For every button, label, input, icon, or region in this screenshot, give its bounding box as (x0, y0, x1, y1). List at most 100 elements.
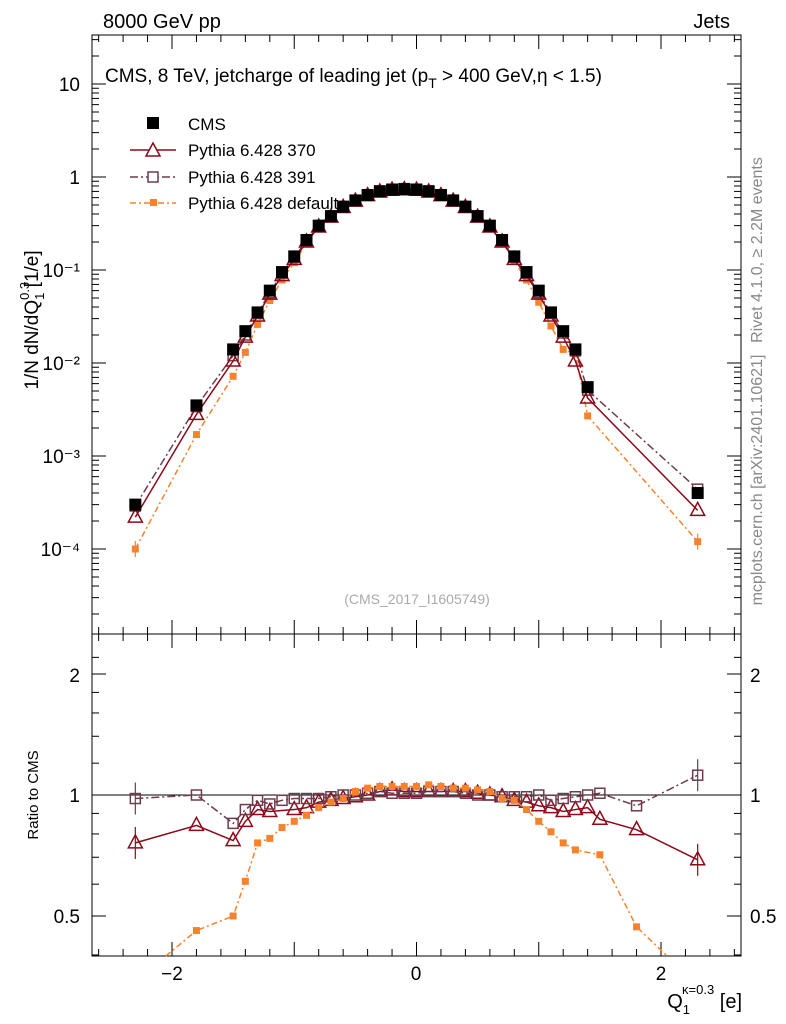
series-line-3 (134, 186, 699, 550)
ratio-point-0 (237, 811, 254, 828)
data-point-3 (229, 372, 237, 380)
ratio-tick-label-05-right: 0.5 (750, 907, 776, 928)
header-right: Jets (693, 11, 730, 33)
ratio-point-2 (290, 817, 298, 825)
x-tick-label-2: 2 (656, 964, 667, 985)
data-point-3 (559, 345, 567, 353)
ratio-point-2 (413, 782, 420, 790)
data-point-1 (689, 500, 706, 517)
ratio-point-0 (261, 801, 279, 818)
data-point-0 (532, 284, 545, 297)
data-point-0 (557, 325, 570, 338)
data-point-0 (459, 200, 472, 213)
ratio-point-1 (190, 789, 203, 801)
data-point-3 (131, 545, 139, 553)
data-point-0 (324, 210, 337, 223)
ratio-point-0 (188, 815, 205, 832)
legend-marker-391 (147, 171, 159, 183)
ratio-point-2 (351, 788, 359, 796)
ratio-point-1 (227, 817, 239, 830)
x-tick-label-0: 0 (411, 964, 422, 985)
data-point-3 (584, 412, 592, 420)
header-left: 8000 GeV pp (103, 11, 221, 33)
ratio-point-2 (266, 834, 274, 842)
data-point-0 (471, 210, 484, 223)
ratio-point-0 (408, 781, 425, 798)
data-point-0 (288, 250, 301, 263)
data-point-0 (312, 219, 325, 232)
ratio-point-1 (594, 787, 606, 800)
data-point-3 (266, 296, 274, 304)
ratio-point-1 (239, 803, 252, 816)
ratio-point-1 (300, 792, 313, 805)
main-series-layer (127, 180, 706, 557)
ratio-point-2 (596, 851, 604, 859)
data-point-0 (373, 185, 386, 198)
data-point-3 (254, 320, 262, 328)
data-point-0 (251, 306, 264, 319)
ratio-point-2 (633, 923, 641, 931)
ratio-line-2 (165, 784, 668, 957)
ratio-point-2 (302, 811, 310, 819)
ratio-point-0 (628, 820, 645, 836)
legend-marker-370 (144, 141, 162, 157)
ratio-point-2 (241, 877, 249, 885)
ratio-point-2 (571, 846, 579, 854)
rivet-label: Rivet 4.1.0, ≥ 2.2M events (749, 157, 766, 343)
data-point-0 (483, 219, 496, 232)
ratio-point-2 (364, 784, 372, 792)
ratio-point-2 (388, 782, 396, 790)
ratio-point-2 (510, 796, 518, 804)
ratio-point-0 (542, 798, 560, 814)
ratio-point-1 (129, 792, 142, 805)
ratio-point-1 (545, 794, 557, 807)
data-point-0 (398, 183, 411, 196)
data-point-0 (544, 306, 557, 319)
y-tick-label-10: 10 (59, 75, 80, 96)
data-point-0 (422, 185, 435, 198)
data-point-0 (520, 266, 533, 279)
data-point-0 (434, 189, 447, 202)
x-axis-label: Q1κ=0.3 [e] (667, 982, 742, 1017)
ratio-point-1 (264, 798, 276, 810)
y-tick-label-1e-4: 10⁻⁴ (41, 540, 80, 561)
ratio-point-0 (249, 799, 266, 816)
data-point-1 (579, 388, 596, 404)
ratio-point-1 (569, 791, 582, 803)
data-point-0 (386, 183, 399, 196)
axis-tick-labels: 10 1 10⁻¹ 10⁻² 10⁻³ 10⁻⁴ 2 1 0.5 2 1 0.5… (41, 75, 777, 985)
ratio-point-0 (567, 799, 584, 816)
ratio-point-1 (533, 789, 545, 801)
ratio-point-1 (691, 769, 704, 781)
ratio-point-2 (437, 782, 445, 790)
data-point-0 (239, 325, 252, 338)
ratio-point-2 (461, 784, 469, 792)
data-point-0 (496, 234, 509, 247)
data-point-1 (188, 404, 205, 421)
ratio-point-0 (127, 833, 144, 849)
data-point-0 (349, 194, 362, 207)
ratio-point-2 (278, 824, 286, 832)
ratio-point-0 (554, 801, 572, 818)
data-point-0 (263, 284, 276, 297)
ratio-point-1 (276, 794, 288, 807)
data-point-0 (190, 399, 203, 412)
legend-label-370: Pythia 6.428 370 (188, 141, 316, 160)
ratio-point-2 (339, 795, 347, 803)
ratio-point-1 (312, 792, 325, 805)
legend-label-default: Pythia 6.428 default (188, 194, 339, 213)
ratio-point-2 (254, 839, 262, 847)
mcplots-label: mcplots.cern.ch [arXiv:2401.10621] (749, 355, 766, 606)
ratio-tick-label-2-left: 2 (69, 666, 80, 687)
ratio-point-0 (530, 796, 548, 812)
ratio-point-2 (229, 912, 237, 920)
y-tick-label-1e-3: 10⁻³ (43, 447, 81, 468)
y-tick-label-1e-1: 10⁻¹ (43, 261, 81, 282)
data-point-0 (447, 194, 460, 207)
y-tick-label-1e-2: 10⁻² (43, 354, 81, 375)
data-point-0 (227, 343, 240, 356)
series-line-1 (134, 188, 699, 518)
ratio-y-axis-label: Ratio to CMS (25, 750, 42, 839)
data-point-3 (547, 322, 555, 330)
